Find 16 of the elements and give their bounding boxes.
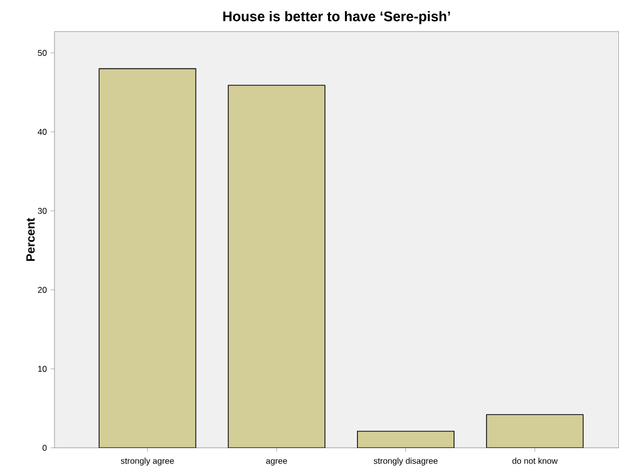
chart-title: House is better to have ‘Sere-pish’ <box>223 11 450 24</box>
x-tick-label: do not know <box>512 458 558 464</box>
x-tick-label: strongly agree <box>120 458 174 466</box>
y-tick-label: 0 <box>42 444 47 451</box>
bar <box>99 68 196 448</box>
y-tick-label: 10 <box>38 366 47 372</box>
bar <box>486 414 584 448</box>
y-tick-label: 30 <box>38 208 47 214</box>
bar <box>356 430 454 448</box>
y-tick-label: 50 <box>38 50 47 56</box>
y-axis-title: Percent <box>26 218 35 261</box>
x-tick-label: agree <box>266 459 288 466</box>
y-tick-label: 20 <box>38 286 47 293</box>
y-tick-label: 40 <box>38 128 47 135</box>
bar <box>228 84 326 448</box>
x-tick-label: strongly disagree <box>374 458 438 466</box>
